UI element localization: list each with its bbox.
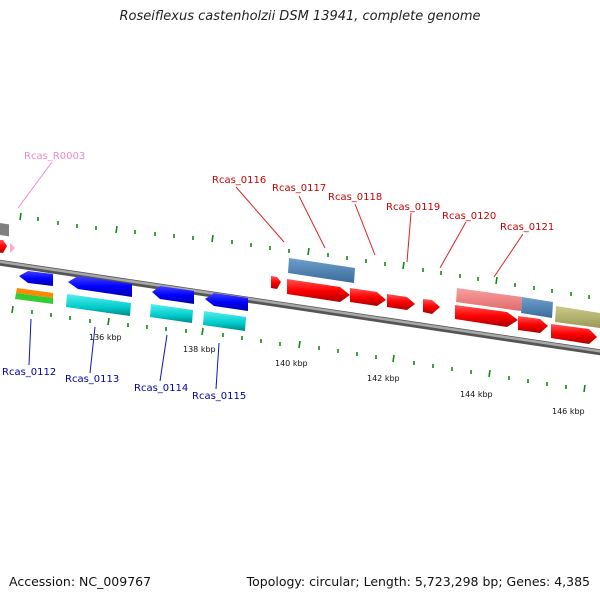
gene-rcas-0114 [152,286,194,304]
tick-label-140: 140 kbp [275,359,308,368]
gene-small-forward [271,276,281,289]
forward-strand-genes[interactable] [271,258,600,344]
feature-cyan-0113 [66,294,131,316]
feature-green [15,293,53,304]
leader-lines-top [235,186,524,278]
tick-labels: 136 kbp 138 kbp 140 kbp 142 kbp 144 kbp … [89,333,585,416]
feature-steel [521,297,553,318]
label-rcas-r0003: Rcas_R0003 [24,151,85,162]
accession-text: Accession: NC_009767 [9,574,152,589]
feature-orange [16,288,53,298]
label-rcas-0114: Rcas_0114 [134,383,188,394]
gene-rcas-0118 [350,288,386,306]
gene-rcas-0122 [551,324,597,344]
gray-feature [0,222,9,237]
label-rcas-0117: Rcas_0117 [272,183,326,194]
gene-rcas-0117 [287,279,350,302]
gene-rcas-0116 [288,258,355,283]
genome-info-text: Topology: circular; Length: 5,723,298 bp… [246,574,590,589]
tick-label-146: 146 kbp [552,407,585,416]
tick-label-138: 138 kbp [183,345,216,354]
genome-backbone [0,259,600,356]
leader-lines-bottom [28,318,220,390]
gene-rcas-0121a [455,305,518,327]
feature-cyan-0114 [150,304,193,323]
label-rcas-0116: Rcas_0116 [212,175,266,186]
label-rcas-0112: Rcas_0112 [2,367,56,378]
tick-label-142: 142 kbp [367,374,400,383]
gene-rcas-0113 [68,276,132,297]
leader-line-rna [17,161,53,209]
cds-partial-forward [0,240,7,253]
tick-marks-upper [19,212,590,299]
feature-cyan-0115 [203,311,246,331]
gene-rcas-0120 [423,299,440,314]
gene-rcas-0115 [205,293,248,311]
gene-rcas-0119 [387,294,415,310]
left-edge-features [0,222,15,253]
gene-labels-top: Rcas_R0003 Rcas_0116 Rcas_0117 Rcas_0118… [24,151,554,233]
label-rcas-0120: Rcas_0120 [442,211,496,222]
label-rcas-0121: Rcas_0121 [500,222,554,233]
reverse-strand-genes[interactable] [15,271,248,331]
tick-label-144: 144 kbp [460,390,493,399]
feature-pink [456,288,522,311]
label-rcas-0119: Rcas_0119 [386,202,440,213]
tick-marks-lower [11,305,586,393]
gene-rcas-0112 [19,271,53,286]
label-rcas-0113: Rcas_0113 [65,374,119,385]
label-rcas-0118: Rcas_0118 [328,192,382,203]
feature-olive [555,306,600,328]
gene-labels-bottom: Rcas_0112 Rcas_0113 Rcas_0114 Rcas_0115 [2,367,246,402]
map-title: Roseiflexus castenholzii DSM 13941, comp… [119,9,481,24]
gene-rcas-0121b [518,316,548,333]
label-rcas-0115: Rcas_0115 [192,391,246,402]
tick-label-136: 136 kbp [89,333,122,342]
rna-feature-r0003 [10,243,15,253]
